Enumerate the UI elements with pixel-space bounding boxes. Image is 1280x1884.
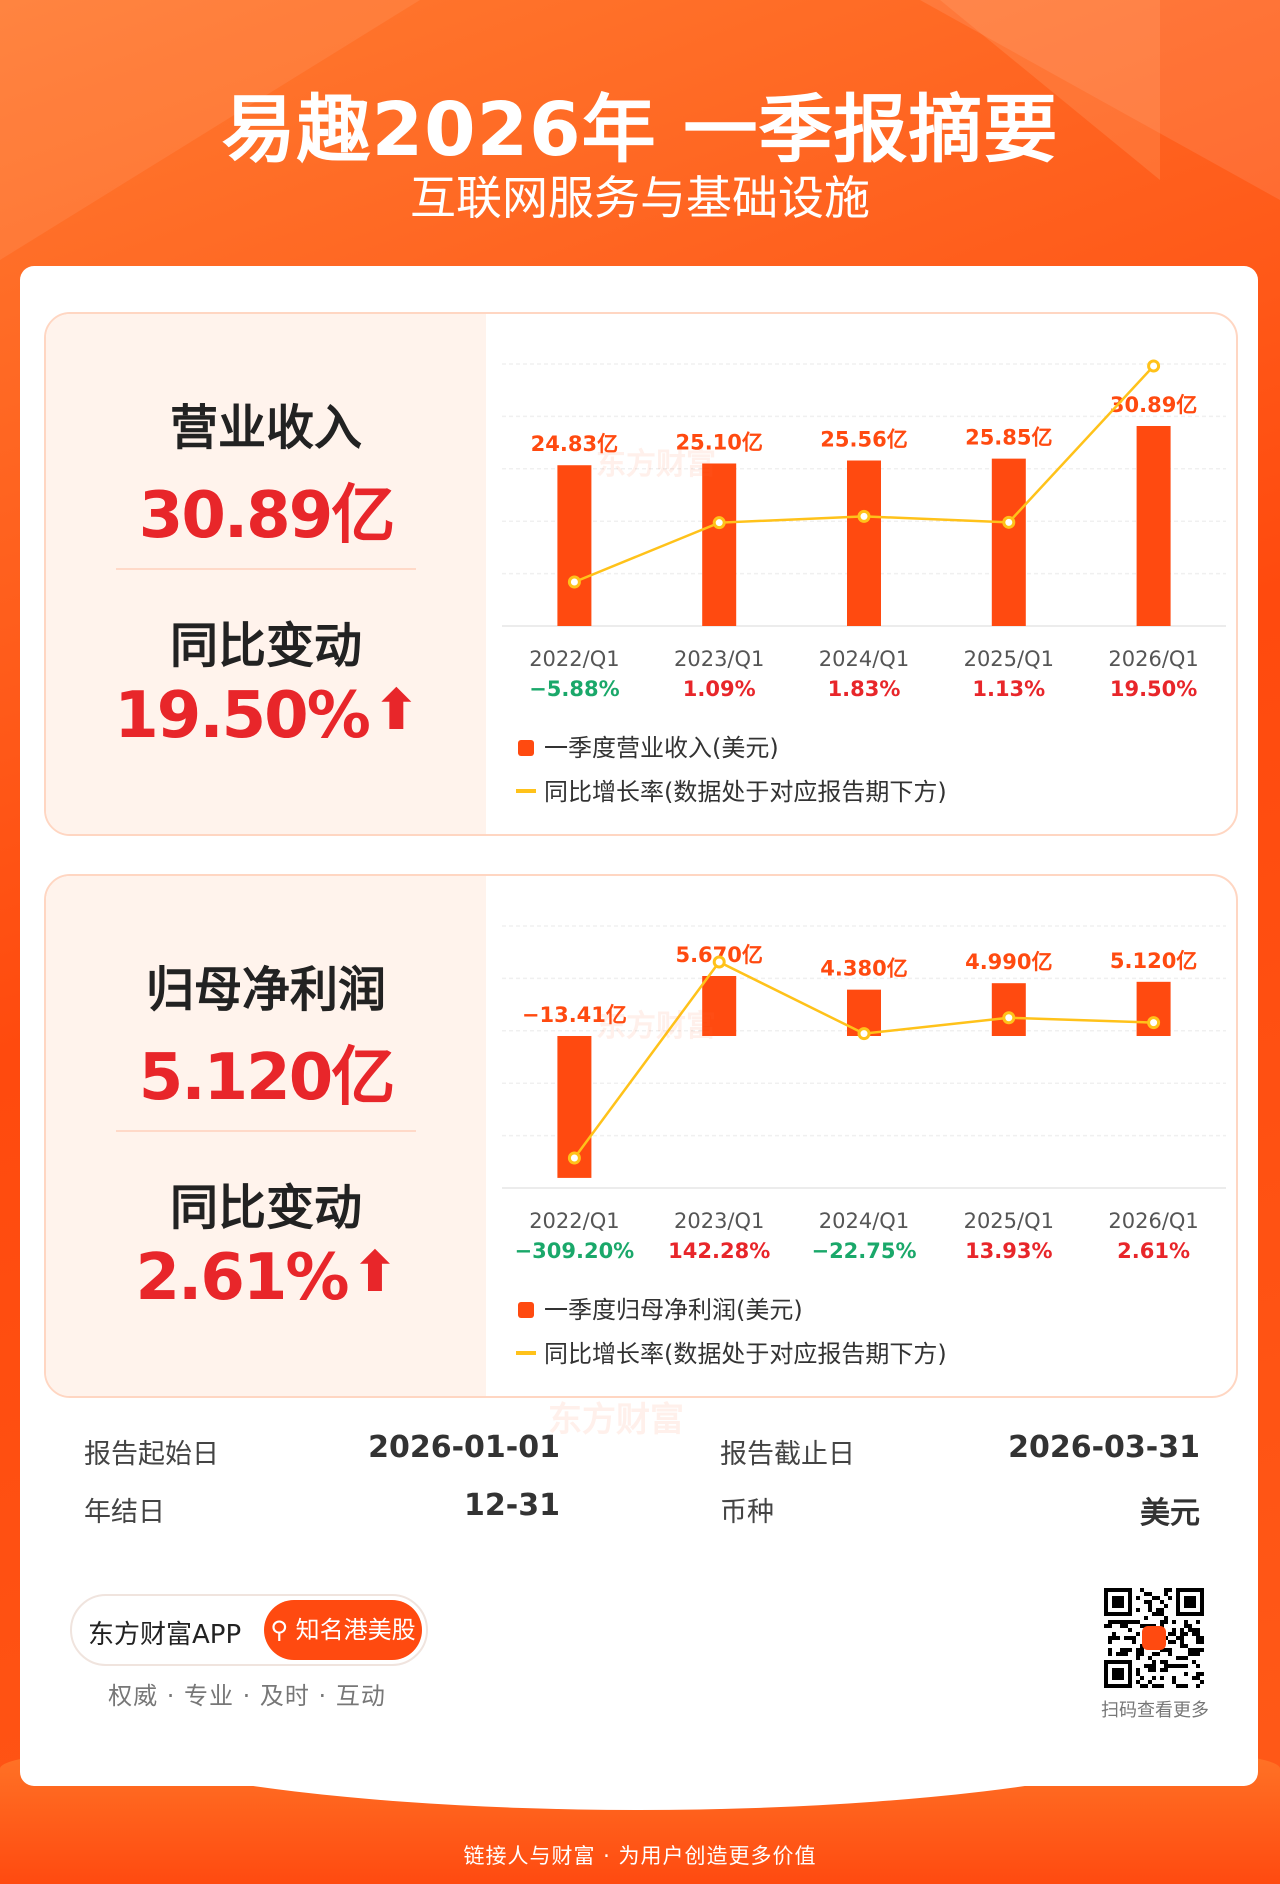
revenue-change: 19.50%⬆ — [46, 678, 486, 753]
legend-line-swatch — [516, 789, 536, 793]
growth-rate-label: 19.50% — [1110, 677, 1197, 701]
growth-point — [857, 509, 871, 523]
x-tick-label: 2022/Q1 — [529, 1209, 619, 1233]
bar-value-label: 5.120亿 — [1110, 949, 1197, 973]
profit-change: 2.61%⬆ — [46, 1240, 486, 1315]
x-tick-label: 2022/Q1 — [529, 647, 619, 671]
bar-value-label: 30.89亿 — [1110, 393, 1197, 417]
growth-rate-label: 1.13% — [972, 677, 1045, 701]
bar-value-label: 25.56亿 — [820, 428, 907, 452]
revenue-title: 营业收入 — [169, 400, 362, 456]
page-title: 易趣2026年 一季报摘要 — [221, 87, 1059, 173]
legend-label: 一季度归母净利润(美元) — [544, 1296, 803, 1324]
growth-point — [712, 516, 726, 530]
growth-rate-label: −22.75% — [811, 1239, 916, 1263]
bar-value-label: 4.380亿 — [820, 957, 907, 981]
growth-rate-label: −5.88% — [529, 677, 619, 701]
legend-label: 一季度营业收入(美元) — [544, 734, 779, 762]
profit-change-title: 同比变动 — [169, 1180, 362, 1236]
profit-change-value: 2.61% — [135, 1241, 350, 1315]
currency-label: 币种 — [720, 1497, 774, 1528]
start-date-label: 报告起始日 — [84, 1439, 219, 1470]
divider — [116, 1130, 416, 1132]
watermark: 东方财富 — [548, 1400, 684, 1440]
growth-point — [857, 1027, 871, 1041]
growth-rate-label: 13.93% — [965, 1239, 1052, 1263]
x-tick-label: 2025/Q1 — [964, 1209, 1054, 1233]
footer-slogan: 链接人与财富 · 为用户创造更多价值 — [463, 1844, 817, 1868]
growth-point — [1002, 515, 1016, 529]
chart-bar — [702, 976, 737, 1036]
revenue-chart: 24.83亿 25.10亿 25.56亿 25.85亿 30.89亿 2022/Q1 −5.… — [502, 359, 1226, 806]
background-facet — [940, 0, 1160, 180]
background-facet — [0, 0, 420, 260]
chart-bar — [1136, 426, 1171, 626]
bar-value-label: −13.41亿 — [522, 1003, 627, 1027]
x-tick-label: 2025/Q1 — [964, 647, 1054, 671]
chart-bar — [991, 983, 1026, 1036]
revenue-change-title: 同比变动 — [169, 618, 362, 674]
growth-rate-label: 142.28% — [668, 1239, 770, 1263]
chart-bar — [702, 463, 737, 626]
start-date-value: 2026-01-01 — [368, 1430, 560, 1465]
qr-code-icon[interactable] — [1104, 1588, 1204, 1688]
growth-point — [567, 1151, 581, 1165]
growth-rate-label: −309.20% — [515, 1239, 635, 1263]
bar-value-label: 24.83亿 — [531, 432, 618, 456]
currency-value: 美元 — [1140, 1496, 1200, 1531]
growth-point — [712, 955, 726, 969]
x-tick-label: 2023/Q1 — [674, 647, 764, 671]
revenue-value: 30.89亿 — [138, 479, 395, 553]
profit-title: 归母净利润 — [145, 962, 386, 1018]
revenue-summary: 营业收入 30.89亿 同比变动 19.50%⬆ — [46, 314, 486, 834]
watermark: 东方财富 — [596, 1009, 716, 1044]
bar-value-label: 4.990亿 — [965, 950, 1052, 974]
watermark: 东方财富 — [596, 447, 716, 482]
x-tick-label: 2023/Q1 — [674, 1209, 764, 1233]
year-end-value: 12-31 — [464, 1488, 560, 1523]
profit-panel: 归母净利润 5.120亿 同比变动 2.61%⬆ −13.41亿 5.670亿 4.… — [44, 874, 1238, 1398]
bar-value-label: 25.10亿 — [675, 430, 762, 454]
chart-bar — [847, 460, 881, 626]
legend-label: 同比增长率(数据处于对应报告期下方) — [544, 1340, 947, 1368]
profit-summary: 归母净利润 5.120亿 同比变动 2.61%⬆ — [46, 876, 486, 1396]
chart-bar — [557, 465, 592, 626]
app-name: 东方财富APP — [88, 1620, 242, 1650]
growth-rate-label: 1.83% — [828, 677, 901, 701]
x-tick-label: 2024/Q1 — [819, 1209, 909, 1233]
legend-bar-swatch — [518, 740, 534, 756]
profit-value: 5.120亿 — [138, 1041, 395, 1115]
search-icon: ⚲ — [270, 1616, 288, 1644]
growth-rate-label: 2.61% — [1117, 1239, 1190, 1263]
chart-bar — [991, 458, 1026, 626]
page-subtitle: 互联网服务与基础设施 — [410, 171, 870, 225]
growth-point — [1002, 1011, 1016, 1025]
legend-line-swatch — [516, 1351, 536, 1355]
end-date-label: 报告截止日 — [720, 1439, 855, 1470]
arrow-up-icon: ⬆ — [372, 678, 420, 743]
legend-label: 同比增长率(数据处于对应报告期下方) — [544, 778, 947, 806]
legend-bar-swatch — [518, 1302, 534, 1318]
arrow-up-icon: ⬆ — [351, 1240, 399, 1305]
slogan: 权威 · 专业 · 及时 · 互动 — [108, 1682, 386, 1710]
bar-value-label: 25.85亿 — [965, 426, 1052, 450]
x-tick-label: 2026/Q1 — [1108, 647, 1198, 671]
revenue-change-value: 19.50% — [114, 679, 371, 753]
x-tick-label: 2026/Q1 — [1108, 1209, 1198, 1233]
app-promo: 东方财富APP ⚲ 知名港美股 — [70, 1594, 428, 1666]
end-date-value: 2026-03-31 — [1008, 1430, 1200, 1465]
divider — [116, 568, 416, 570]
background-facet — [920, 0, 1280, 200]
growth-point — [1147, 1016, 1161, 1030]
app-search-button[interactable]: ⚲ 知名港美股 — [264, 1600, 422, 1660]
qr-caption: 扫码查看更多 — [1101, 1700, 1209, 1721]
year-end-label: 年结日 — [84, 1497, 165, 1528]
x-tick-label: 2024/Q1 — [819, 647, 909, 671]
app-search-label: 知名港美股 — [295, 1616, 416, 1644]
growth-point — [1147, 359, 1161, 373]
growth-point — [567, 575, 581, 589]
revenue-panel: 营业收入 30.89亿 同比变动 19.50%⬆ 24.83亿 25.10亿 25.… — [44, 312, 1238, 836]
growth-rate-label: 1.09% — [683, 677, 756, 701]
